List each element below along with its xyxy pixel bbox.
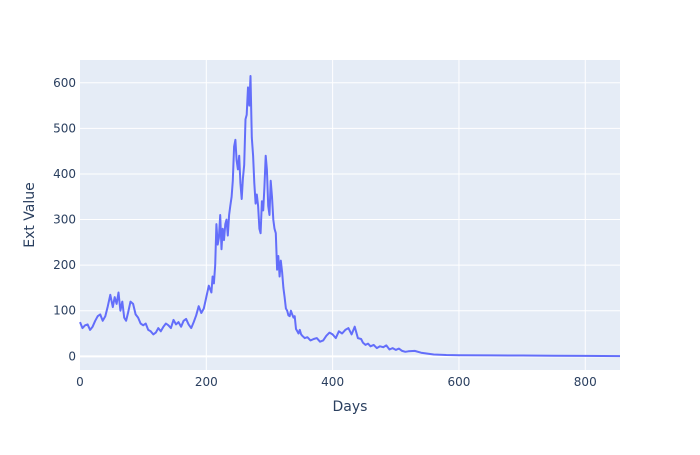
y-axis-ticks: 0 100 200 300 400 500 600 (53, 76, 76, 364)
x-axis-title: Days (333, 399, 368, 415)
x-tick-label: 200 (195, 375, 218, 389)
x-tick-label: 600 (447, 375, 470, 389)
series-line (79, 75, 621, 358)
y-tick-label: 600 (53, 76, 76, 90)
y-tick-label: 300 (53, 213, 76, 227)
plot-area (80, 60, 620, 370)
y-tick-label: 100 (53, 304, 76, 318)
y-tick-label: 0 (68, 349, 76, 363)
x-tick-label: 400 (321, 375, 344, 389)
y-tick-label: 500 (53, 121, 76, 135)
y-tick-label: 200 (53, 258, 76, 272)
y-axis-title: Ext Value (22, 182, 38, 248)
y-tick-label: 400 (53, 167, 76, 181)
x-tick-label: 800 (574, 375, 597, 389)
x-axis-ticks: 0 200 400 600 800 (76, 375, 597, 389)
x-tick-label: 0 (76, 375, 84, 389)
